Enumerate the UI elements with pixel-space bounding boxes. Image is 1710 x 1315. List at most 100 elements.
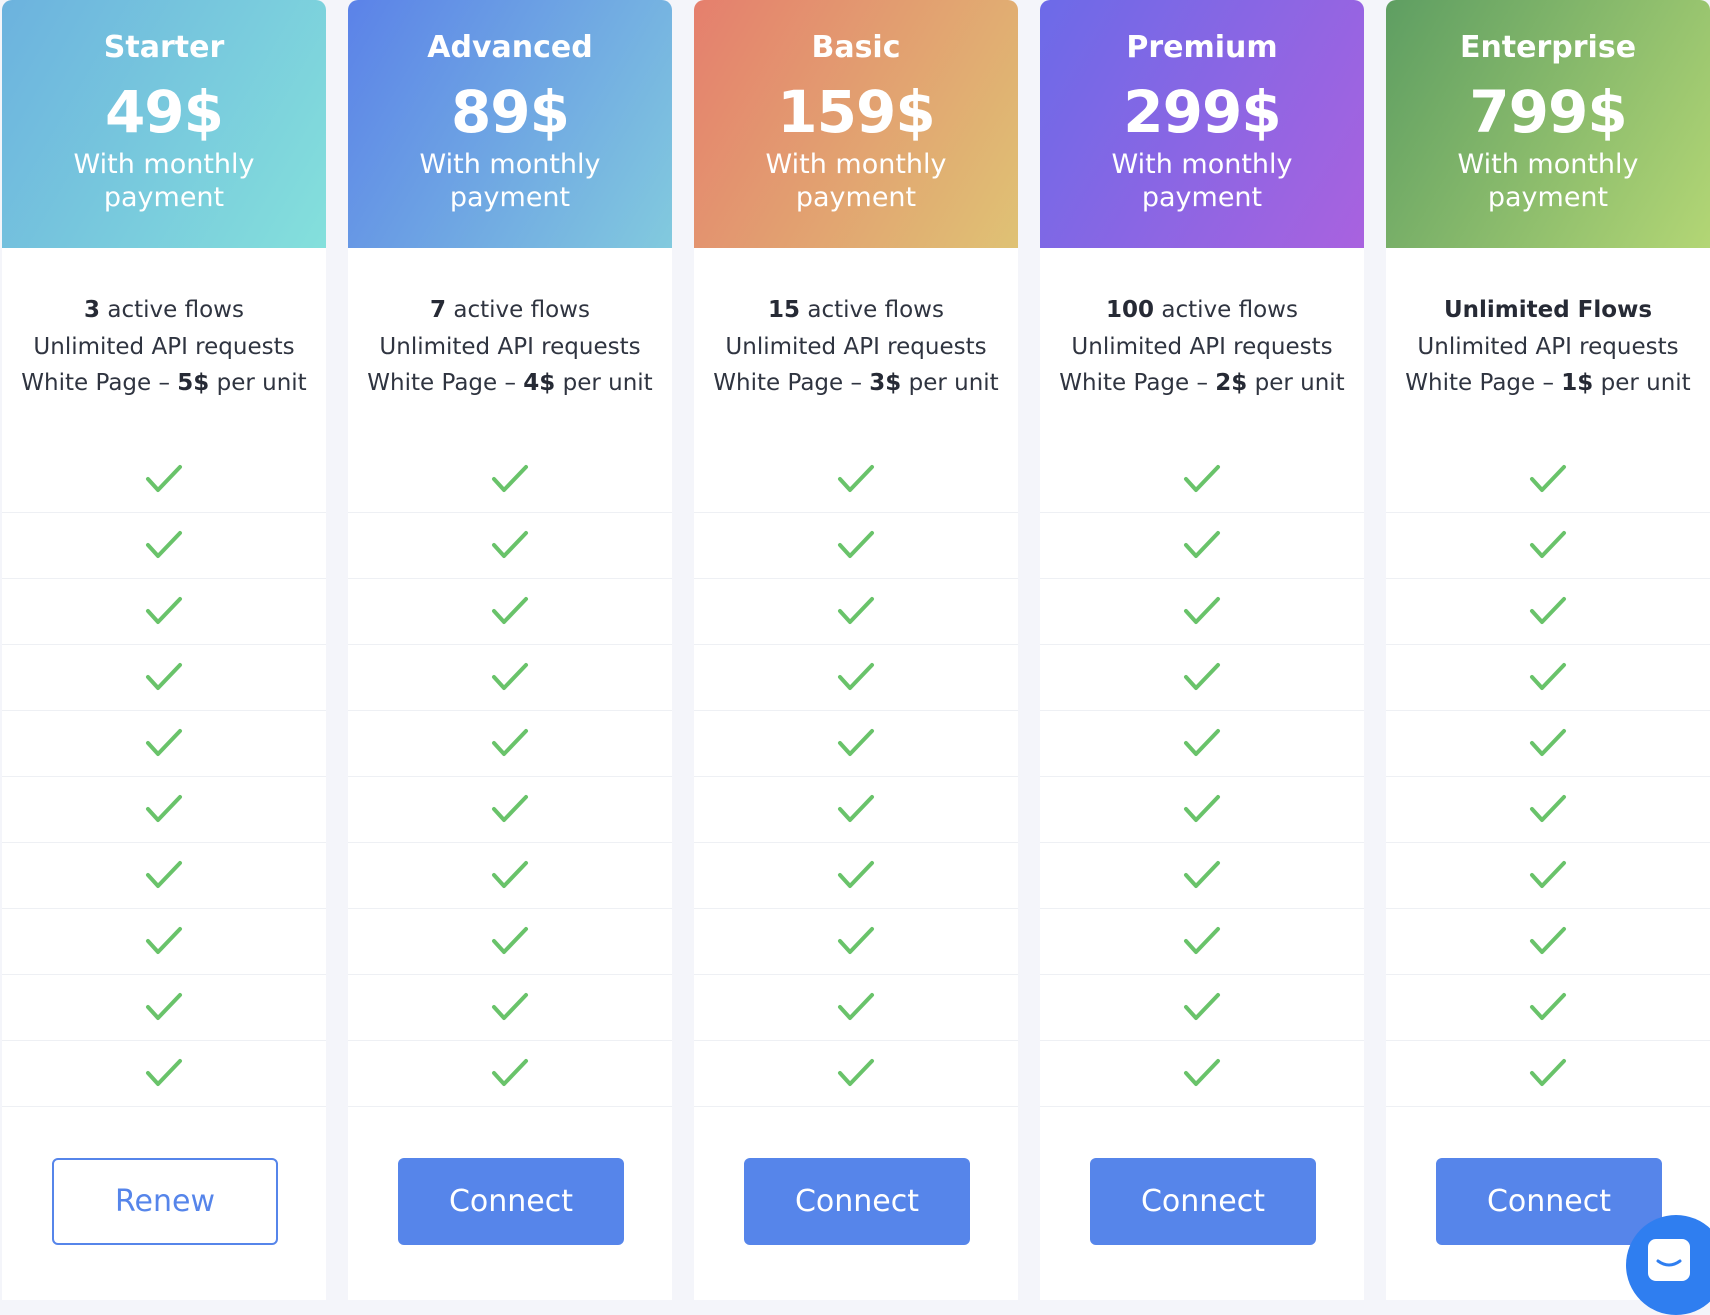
feature-row [1386, 776, 1710, 843]
feature-row [1386, 908, 1710, 975]
check-icon [1184, 531, 1220, 558]
feature-text: White Page – [21, 370, 178, 396]
feature-row [1040, 776, 1364, 843]
feature-text: per unit [901, 370, 999, 396]
feature-row [1040, 908, 1364, 975]
feature-row [1040, 644, 1364, 711]
feature-row [2, 578, 326, 645]
feature-line: White Page – 4$ per unit [348, 365, 672, 402]
feature-row [1386, 842, 1710, 909]
plan-button[interactable]: Connect [744, 1158, 970, 1245]
check-icon [1530, 531, 1566, 558]
feature-row [348, 908, 672, 975]
plan-features: 3 active flows Unlimited API requests Whit… [2, 292, 326, 402]
check-icon [1184, 663, 1220, 690]
plan-button[interactable]: Connect [1090, 1158, 1316, 1245]
check-icon [838, 531, 874, 558]
feature-row [348, 1040, 672, 1107]
plan-features: Unlimited Flows Unlimited API requests Whi… [1386, 292, 1710, 402]
feature-text: 7 [430, 297, 447, 323]
feature-row [694, 446, 1018, 513]
plan-header: Enterprise 799$ With monthly payment [1386, 0, 1710, 248]
feature-row [1040, 710, 1364, 777]
feature-row [1040, 578, 1364, 645]
feature-text: per unit [209, 370, 307, 396]
feature-row [694, 974, 1018, 1041]
check-icon [492, 663, 528, 690]
check-icon [838, 1059, 874, 1086]
feature-line: Unlimited API requests [348, 329, 672, 366]
feature-text: 1$ [1561, 370, 1594, 396]
plan-header: Basic 159$ With monthly payment [694, 0, 1018, 248]
plan-button[interactable]: Connect [398, 1158, 624, 1245]
check-icon [838, 795, 874, 822]
check-icon [838, 861, 874, 888]
feature-text: 2$ [1215, 370, 1248, 396]
plan-button[interactable]: Renew [52, 1158, 278, 1245]
check-icon [1530, 597, 1566, 624]
check-icon [1530, 993, 1566, 1020]
check-icon [492, 927, 528, 954]
plan-name: Advanced [427, 30, 593, 65]
feature-line: 3 active flows [2, 292, 326, 329]
feature-text: Unlimited API requests [725, 333, 987, 360]
check-icon [146, 663, 182, 690]
check-icon [492, 993, 528, 1020]
check-icon [146, 861, 182, 888]
check-icon [1530, 663, 1566, 690]
feature-line: Unlimited Flows [1386, 292, 1710, 329]
feature-line: White Page – 2$ per unit [1040, 365, 1364, 402]
feature-row [2, 710, 326, 777]
feature-line: Unlimited API requests [1040, 329, 1364, 366]
plan-price: 299$ [1123, 78, 1281, 146]
check-icon [492, 861, 528, 888]
check-icon [838, 465, 874, 492]
feature-row [1386, 512, 1710, 579]
plan-period: With monthly payment [1457, 149, 1639, 213]
feature-row [1040, 446, 1364, 513]
feature-line: Unlimited API requests [694, 329, 1018, 366]
check-icon [1530, 465, 1566, 492]
feature-text: Unlimited Flows [1443, 297, 1653, 323]
feature-row [2, 644, 326, 711]
feature-text: 4$ [523, 370, 556, 396]
feature-row [348, 644, 672, 711]
check-icon [1184, 993, 1220, 1020]
feature-row [694, 908, 1018, 975]
check-icon [838, 663, 874, 690]
feature-row [694, 512, 1018, 579]
feature-row [1040, 1040, 1364, 1107]
check-icon [1530, 861, 1566, 888]
plan-header: Premium 299$ With monthly payment [1040, 0, 1364, 248]
check-icon [146, 1059, 182, 1086]
feature-text: per unit [1593, 370, 1691, 396]
plan-button[interactable]: Connect [1436, 1158, 1662, 1245]
check-icon [492, 465, 528, 492]
plan-period: With monthly payment [419, 149, 601, 213]
feature-line: Unlimited API requests [1386, 329, 1710, 366]
feature-text: active flows [100, 297, 244, 323]
feature-line: 7 active flows [348, 292, 672, 329]
feature-line: White Page – 5$ per unit [2, 365, 326, 402]
feature-line: White Page – 3$ per unit [694, 365, 1018, 402]
plan-features: 15 active flows Unlimited API requests Whi… [694, 292, 1018, 402]
check-icon [1184, 1059, 1220, 1086]
feature-row [2, 908, 326, 975]
feature-text: active flows [800, 297, 944, 323]
check-icon [838, 597, 874, 624]
plan-card: Starter 49$ With monthly payment 3 active f… [2, 0, 326, 1300]
feature-row [2, 512, 326, 579]
check-icon [838, 729, 874, 756]
feature-text: 3 [84, 297, 101, 323]
feature-row [2, 446, 326, 513]
check-icon [1530, 1059, 1566, 1086]
check-icon [838, 927, 874, 954]
feature-text: per unit [555, 370, 653, 396]
feature-text: White Page – [1405, 370, 1562, 396]
feature-line: 15 active flows [694, 292, 1018, 329]
feature-text: per unit [1247, 370, 1345, 396]
chat-widget[interactable] [1626, 1215, 1710, 1315]
feature-row [694, 842, 1018, 909]
feature-row [1040, 842, 1364, 909]
